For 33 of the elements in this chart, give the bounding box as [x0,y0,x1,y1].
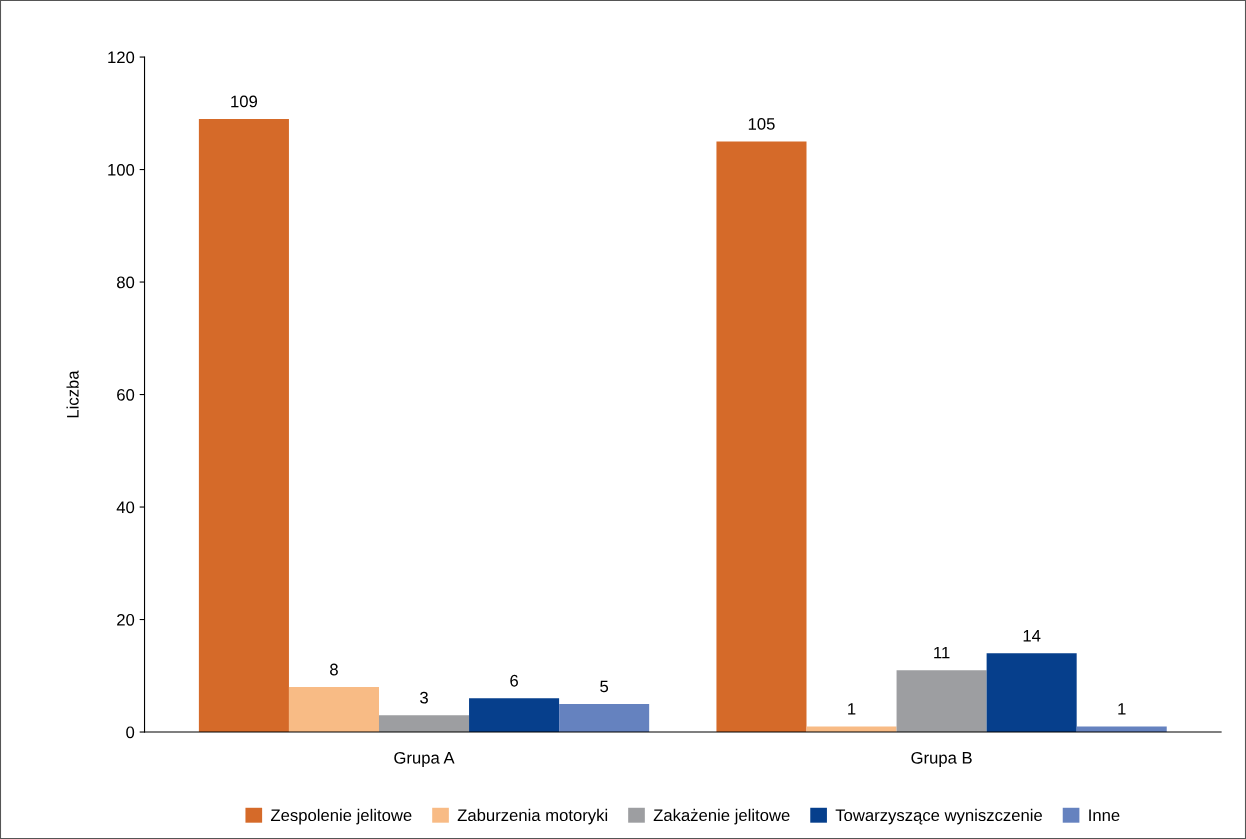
bar [716,141,807,733]
x-tick-label: Grupa B [911,751,972,768]
y-tick-label: 120 [108,51,135,64]
bar [378,715,470,733]
bar [896,670,987,733]
bar [986,653,1077,733]
y-tick-label: 80 [117,276,135,289]
y-tick-label: 40 [116,501,135,514]
legend-label: Inne [1089,809,1120,822]
legend-label: Zaburzenia motoryki [457,808,608,825]
x-tick-label: Grupa A [394,751,455,768]
legend-label: Zespolenie jelitowe [270,808,412,825]
legend-label: Zakażenie jelitowe [653,808,790,825]
y-axis-title: Liczba [66,370,79,418]
data-label: 3 [420,691,428,704]
y-tick-label: 20 [117,613,135,626]
data-label: 8 [330,663,338,676]
bar [198,118,289,733]
bar [469,698,560,733]
bar [559,703,650,733]
legend-label: Towarzyszące wyniszczenie [835,808,1042,825]
data-label: 1 [848,703,856,715]
data-label: 11 [934,646,950,659]
data-label: 109 [231,95,258,108]
y-tick-label: 60 [117,388,135,401]
data-label: 105 [748,117,775,130]
y-tick-label: 100 [108,163,135,176]
y-tick-label: 0 [126,726,135,739]
data-label: 5 [600,680,609,693]
data-label: 1 [1118,703,1126,715]
bar [288,687,379,733]
data-label: 6 [510,674,518,687]
data-label: 14 [1023,630,1041,642]
